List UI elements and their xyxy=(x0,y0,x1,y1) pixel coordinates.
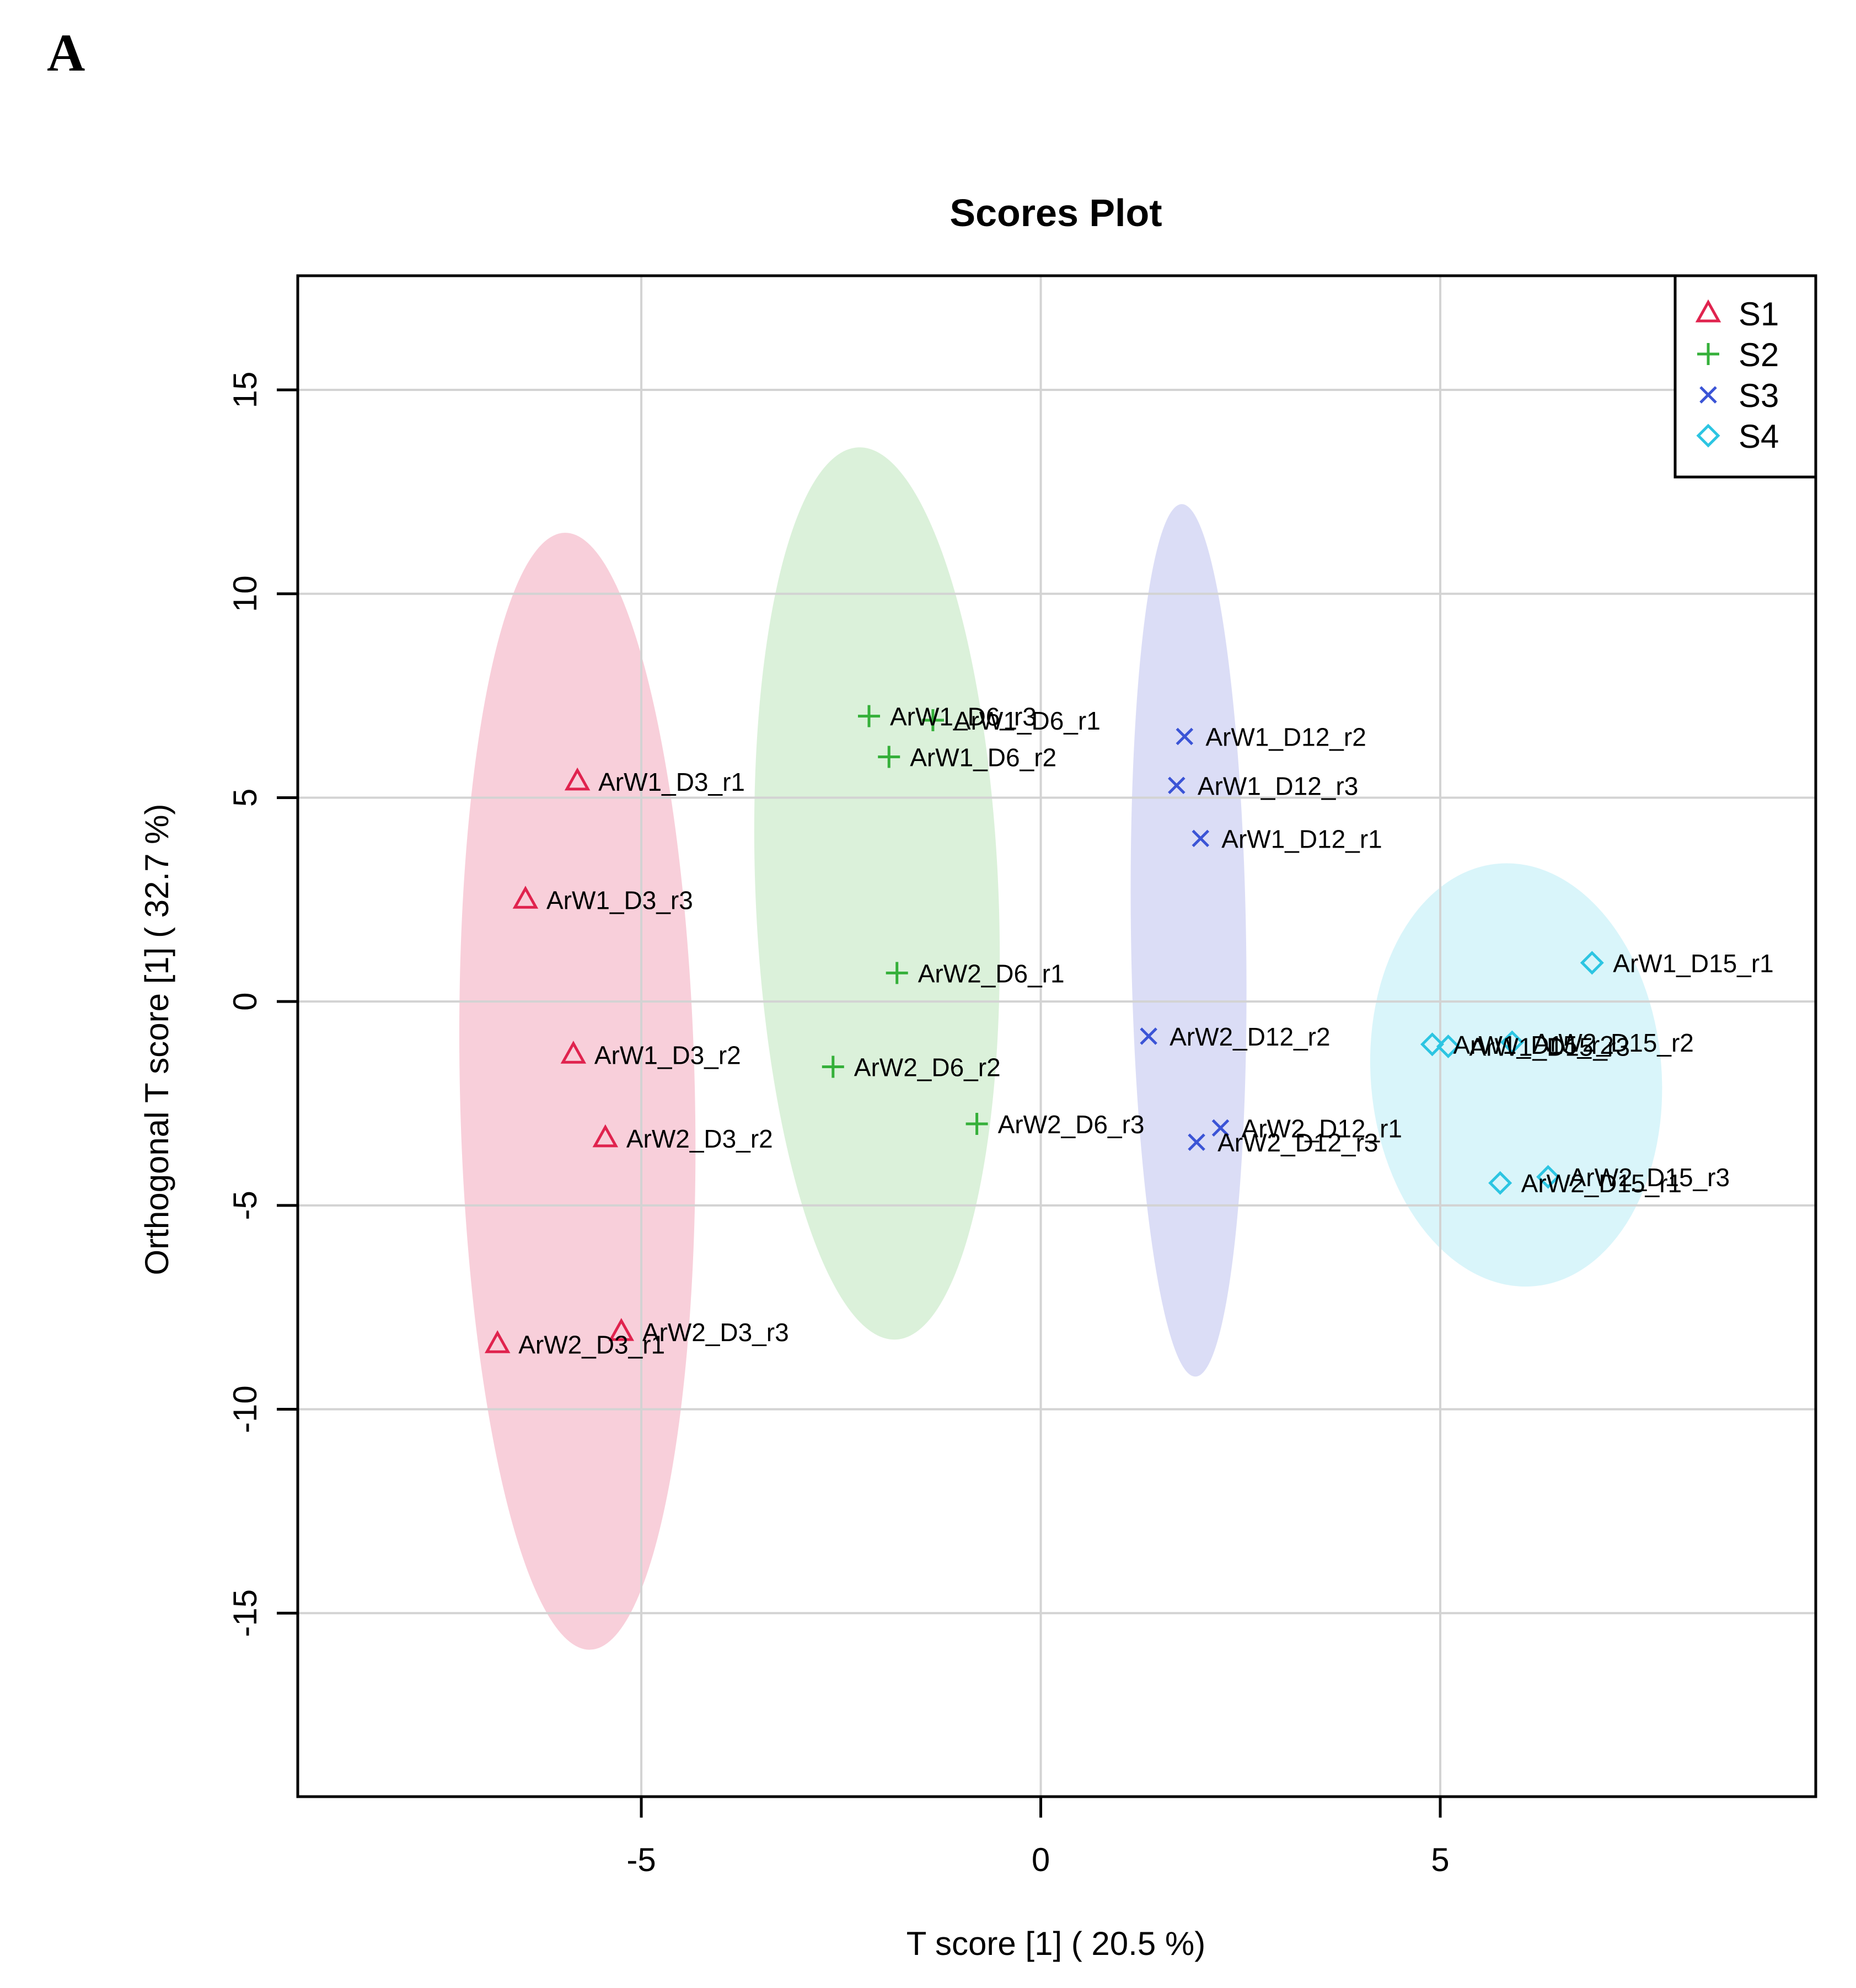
point-label: ArW1_D6_r2 xyxy=(910,743,1056,772)
point-label: ArW1_D12_r1 xyxy=(1221,824,1382,853)
point-label: ArW2_D6_r1 xyxy=(918,959,1065,988)
data-point-s1 xyxy=(592,1124,619,1148)
confidence-ellipse-s4 xyxy=(1370,863,1662,1287)
data-point-s4 xyxy=(1420,1032,1445,1057)
data-point-s4 xyxy=(1580,951,1604,975)
data-point-s2 xyxy=(822,1055,844,1078)
point-label: ArW1_D3_r1 xyxy=(598,768,745,796)
legend-marker-s4 xyxy=(1696,424,1720,448)
data-point-s1 xyxy=(560,1041,587,1064)
data-point-s3 xyxy=(1192,829,1210,848)
point-label: ArW2_D6_r2 xyxy=(854,1053,1001,1081)
point-label: ArW1_D6_r3 xyxy=(890,703,1037,731)
point-label: ArW1_D12_r2 xyxy=(1205,723,1366,752)
data-point-s1 xyxy=(512,886,539,909)
point-label: ArW1_D3_r3 xyxy=(546,886,693,914)
point-label: ArW2_D12_r1 xyxy=(1242,1114,1402,1143)
data-point-s2 xyxy=(878,746,900,768)
data-point-s2 xyxy=(886,962,908,984)
legend-entry: S2 xyxy=(1739,336,1779,373)
legend-box xyxy=(1673,274,1817,479)
x-tick-label: -5 xyxy=(626,1841,656,1878)
data-point-s2 xyxy=(921,709,944,731)
y-tick-label: -15 xyxy=(227,1589,264,1637)
data-point-s4 xyxy=(1488,1171,1512,1195)
data-point-s1 xyxy=(564,767,591,791)
axis-layer: -5 0 5 -15 -10 -5 0 5 10 15 xyxy=(227,372,1450,1878)
data-point-s3 xyxy=(1188,1133,1205,1151)
point-label: ArW2_D6_r3 xyxy=(998,1110,1145,1139)
data-point-s4 xyxy=(1500,1030,1524,1054)
point-label: ArW2_D3_r1 xyxy=(518,1330,665,1359)
label-layer: ArW1_D3_r1 ArW1_D3_r3 ArW1_D3_r2 ArW2_D3_r2… xyxy=(518,703,1774,1359)
y-tick-label: -5 xyxy=(227,1191,264,1220)
point-label: ArW2_D15_r2 xyxy=(1533,1028,1693,1057)
data-point-s2 xyxy=(965,1112,988,1135)
legend-entry: S4 xyxy=(1739,418,1779,455)
data-point-s3 xyxy=(1211,1119,1230,1137)
data-point-s2 xyxy=(858,705,880,727)
point-label: ArW1_D6_r1 xyxy=(954,706,1101,735)
data-point-s4 xyxy=(1436,1034,1461,1059)
legend-entry: S1 xyxy=(1739,296,1779,333)
confidence-ellipse-s1 xyxy=(459,533,696,1650)
point-label: ArW2_D3_r3 xyxy=(642,1318,789,1347)
confidence-ellipse-s3 xyxy=(1130,504,1247,1377)
point-label: ArW2_D15_r3 xyxy=(1569,1163,1730,1192)
data-point-s1 xyxy=(608,1317,635,1341)
point-label: ArW1_D15_r2 xyxy=(1453,1031,1614,1059)
point-label: ArW1_D15_r3 xyxy=(1469,1032,1629,1061)
data-point-s3 xyxy=(1168,776,1186,795)
confidence-ellipse-s2 xyxy=(754,447,1000,1340)
y-tick-label: 10 xyxy=(227,575,264,612)
data-point-s3 xyxy=(1176,727,1194,746)
y-tick-label: 0 xyxy=(227,992,264,1010)
legend-marker-s3 xyxy=(1699,386,1717,404)
y-tick-label: 15 xyxy=(227,372,264,409)
data-point-s4 xyxy=(1536,1165,1560,1189)
legend-marker-s1 xyxy=(1695,299,1721,323)
panel-label: A xyxy=(47,23,85,82)
x-axis-label: T score [1] ( 20.5 %) xyxy=(906,1925,1205,1962)
y-tick-label: 5 xyxy=(227,789,264,807)
point-label: ArW2_D15_r1 xyxy=(1521,1169,1682,1198)
point-label: ArW2_D3_r2 xyxy=(626,1124,773,1153)
legend-entry: S3 xyxy=(1739,377,1779,414)
y-tick-label: -10 xyxy=(227,1385,264,1433)
data-point-s1 xyxy=(484,1330,511,1353)
point-label: ArW1_D12_r3 xyxy=(1198,771,1358,800)
chart-title: Scores Plot xyxy=(950,191,1162,234)
point-label: ArW1_D15_r1 xyxy=(1613,949,1773,978)
plot-frame xyxy=(296,274,1817,1798)
point-label: ArW1_D3_r2 xyxy=(594,1041,741,1069)
point-layer xyxy=(484,705,1604,1353)
y-axis-label: Orthogonal T score [1] ( 32.7 %) xyxy=(138,804,175,1276)
grid-layer xyxy=(298,276,1816,1797)
x-tick-label: 5 xyxy=(1431,1841,1449,1878)
legend-marker-s2 xyxy=(1697,343,1719,365)
data-point-s3 xyxy=(1140,1027,1157,1045)
point-label: ArW2_D12_r2 xyxy=(1170,1022,1330,1051)
point-label: ArW2_D12_r3 xyxy=(1217,1128,1378,1157)
x-tick-label: 0 xyxy=(1032,1841,1050,1878)
